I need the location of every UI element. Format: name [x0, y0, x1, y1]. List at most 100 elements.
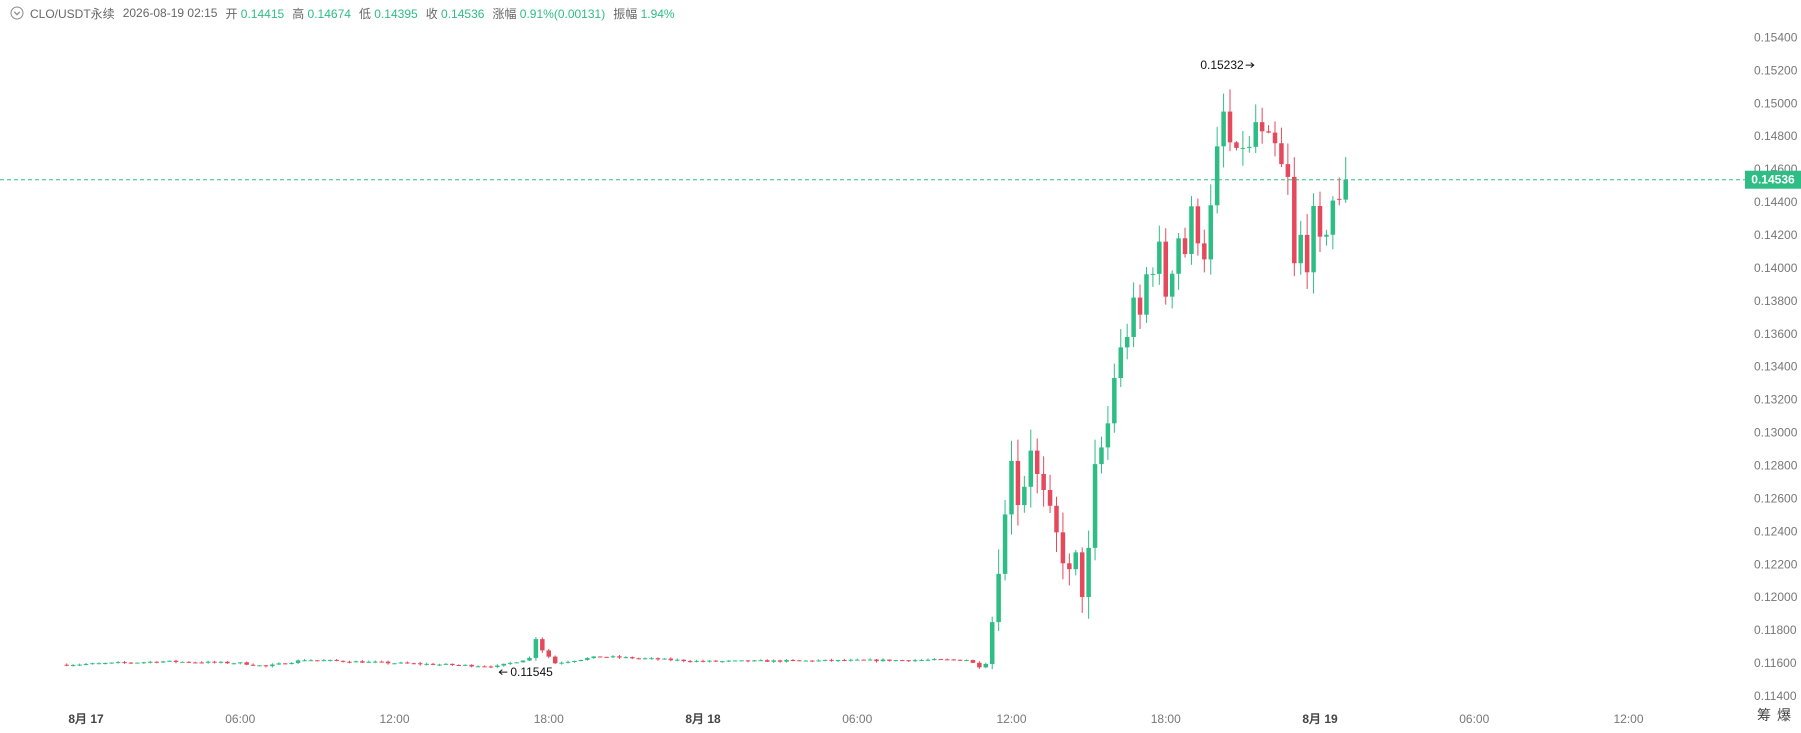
candle — [533, 636, 539, 661]
candle-body — [488, 666, 494, 668]
candle — [225, 660, 230, 664]
candle — [1092, 439, 1098, 561]
candle — [437, 663, 442, 666]
candle-body — [160, 661, 166, 663]
candle-body — [610, 656, 616, 658]
candle-body — [154, 661, 159, 663]
candle-body — [495, 665, 500, 667]
candle — [1034, 438, 1040, 494]
high-annotation-label: 0.15232 — [1200, 58, 1244, 72]
candle-body — [302, 660, 307, 662]
candle-body — [103, 663, 108, 665]
candle-body — [559, 662, 564, 664]
candle — [790, 659, 796, 662]
candle-body — [662, 658, 667, 660]
candle — [617, 655, 622, 659]
candle — [469, 664, 474, 668]
candle-body — [83, 663, 89, 665]
candle — [739, 660, 744, 662]
candle-body — [1311, 206, 1316, 273]
candle — [810, 660, 815, 663]
candle — [752, 659, 757, 662]
candle-body — [1002, 514, 1008, 574]
candle — [829, 658, 834, 662]
candle — [244, 661, 249, 666]
candle — [938, 658, 944, 661]
candle-body — [1054, 505, 1059, 533]
price-tick-label: 0.13400 — [1754, 360, 1798, 374]
time-tick-label: 12:00 — [379, 712, 409, 726]
candle-body — [784, 660, 789, 662]
candle-body — [180, 661, 185, 663]
candle — [835, 659, 841, 663]
candle — [1105, 406, 1111, 461]
candle — [1041, 456, 1046, 507]
candle-body — [944, 659, 950, 661]
price-tick-label: 0.11600 — [1754, 656, 1797, 670]
candle — [83, 663, 89, 666]
candle-body — [591, 656, 596, 659]
candle-body — [1279, 143, 1284, 165]
low-arrow-icon — [498, 669, 508, 676]
candle — [1208, 184, 1213, 275]
price-tick-label: 0.15200 — [1754, 63, 1798, 77]
candle-body — [1234, 142, 1239, 148]
last-price-line: 0.14536 — [0, 170, 1801, 189]
candle — [424, 662, 429, 666]
collapse-toggle-icon[interactable] — [10, 6, 24, 20]
candle-body — [321, 660, 327, 662]
candle — [1317, 191, 1323, 253]
candle — [597, 656, 603, 658]
high-value: 0.14674 — [307, 6, 351, 21]
liquidation-button[interactable]: 爆 — [1777, 707, 1797, 723]
candle — [784, 659, 789, 663]
candle — [148, 660, 153, 664]
candle — [1067, 553, 1072, 586]
candle — [405, 661, 410, 664]
candle — [797, 660, 802, 662]
candle — [1073, 549, 1079, 576]
candle-body — [1266, 131, 1271, 133]
candle — [951, 658, 956, 661]
candle-body — [835, 659, 841, 661]
candle-body — [797, 660, 802, 662]
candle-body — [77, 664, 82, 666]
candle — [765, 659, 770, 662]
change-value: 0.91%(0.00131) — [519, 6, 606, 21]
candle — [501, 663, 507, 667]
candle — [887, 659, 892, 662]
candle-body — [173, 660, 179, 663]
time-tick-label: 06:00 — [225, 712, 255, 726]
candles — [64, 89, 1348, 670]
time-tick-label: 18:00 — [1151, 712, 1181, 726]
candle — [450, 663, 455, 667]
candle — [1311, 193, 1316, 294]
close-value: 0.14536 — [441, 6, 485, 21]
candle — [1279, 127, 1284, 168]
candle-body — [1195, 206, 1201, 244]
time-tick-label: 8月 19 — [1302, 712, 1338, 726]
candle-body — [276, 663, 282, 665]
candle-body — [932, 659, 937, 661]
candle-body — [250, 664, 256, 666]
candle — [649, 657, 654, 660]
candle-body — [167, 660, 172, 662]
candle — [180, 661, 185, 663]
candle — [855, 658, 860, 661]
candle-body — [790, 660, 796, 662]
candle-body — [1208, 205, 1213, 260]
candle-body — [540, 639, 545, 651]
candle-body — [1028, 450, 1034, 487]
candle — [996, 549, 1001, 631]
candle — [135, 662, 140, 664]
extreme-annotations: 0.15232 0.11545 — [498, 58, 1255, 679]
candle — [96, 662, 102, 665]
candle — [1227, 89, 1233, 152]
chip-distribution-button[interactable]: 筹 — [1757, 707, 1777, 723]
candle — [662, 658, 667, 660]
candle-body — [758, 660, 764, 662]
price-tick-label: 0.11800 — [1754, 623, 1797, 637]
candle — [1298, 220, 1303, 275]
candle — [1214, 126, 1220, 214]
